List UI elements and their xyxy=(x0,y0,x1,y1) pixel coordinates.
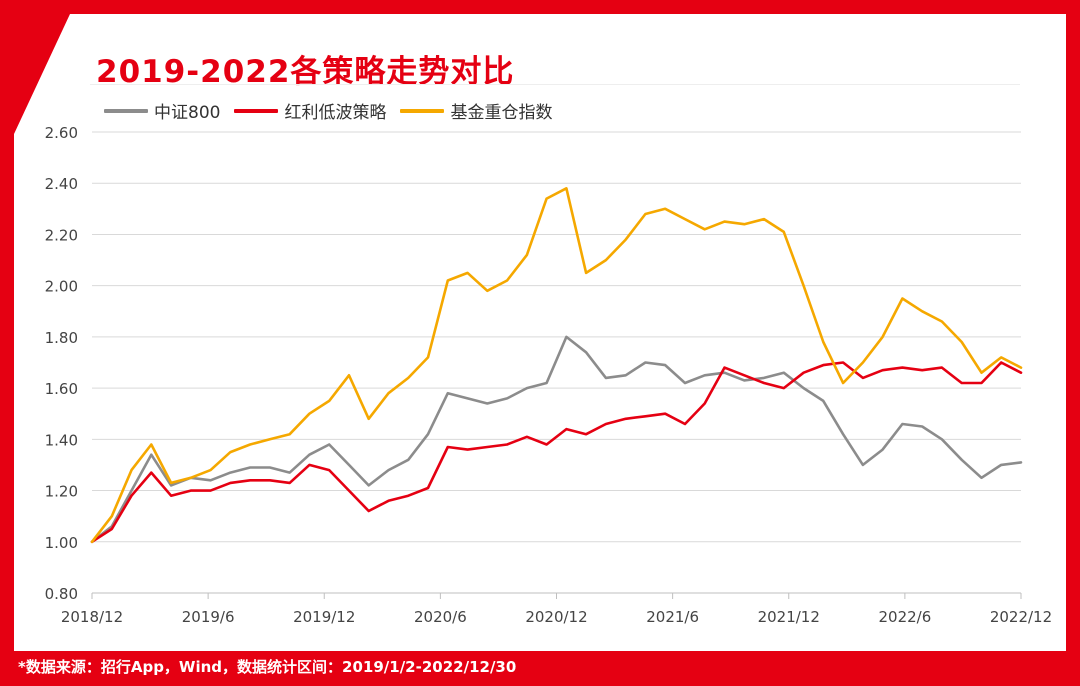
legend-swatch-dividend xyxy=(234,108,279,113)
chart-panel xyxy=(14,14,1066,651)
legend-label-dividend: 红利低波策略 xyxy=(284,103,387,123)
y-tick-label: 1.00 xyxy=(45,534,78,552)
y-tick-label: 2.20 xyxy=(45,226,78,244)
y-tick-label: 1.80 xyxy=(45,329,78,347)
x-tick-label: 2021/12 xyxy=(758,608,820,626)
x-tick-label: 2021/6 xyxy=(646,608,699,626)
series-line-fund xyxy=(90,187,1023,544)
series-line-dividend xyxy=(90,361,1023,544)
legend-item-csi800: 中证800 xyxy=(104,98,220,123)
title-divider xyxy=(90,84,1020,85)
x-tick-label: 2022/12 xyxy=(990,608,1052,626)
x-tick-label: 2022/6 xyxy=(878,608,931,626)
y-tick-label: 1.60 xyxy=(45,380,78,398)
source-footnote: *数据来源：招行App，Wind，数据统计区间：2019/1/2-2022/12… xyxy=(18,658,517,676)
series-line-csi800 xyxy=(90,335,1023,544)
y-tick-label: 2.00 xyxy=(45,278,78,296)
x-tick-label: 2019/6 xyxy=(182,608,235,626)
corner-triangle-decoration xyxy=(14,14,70,134)
x-tick-label: 2020/12 xyxy=(525,608,587,626)
x-tick-label: 2020/6 xyxy=(414,608,467,626)
legend-label-csi800: 中证800 xyxy=(154,103,221,123)
legend-label-fund: 基金重仓指数 xyxy=(450,103,553,123)
x-tick-label: 2018/12 xyxy=(61,608,123,626)
legend-item-dividend: 红利低波策略 xyxy=(234,98,386,123)
chart-legend: 中证800 红利低波策略 基金重仓指数 xyxy=(104,98,566,123)
y-tick-label: 0.80 xyxy=(45,585,78,603)
y-tick-label: 1.20 xyxy=(45,483,78,501)
legend-item-fund: 基金重仓指数 xyxy=(400,98,552,123)
y-tick-label: 2.60 xyxy=(45,124,78,142)
x-tick-label: 2019/12 xyxy=(293,608,355,626)
y-tick-label: 2.40 xyxy=(45,175,78,193)
legend-swatch-fund xyxy=(400,108,445,113)
legend-swatch-csi800 xyxy=(104,108,148,113)
y-tick-label: 1.40 xyxy=(45,431,78,449)
